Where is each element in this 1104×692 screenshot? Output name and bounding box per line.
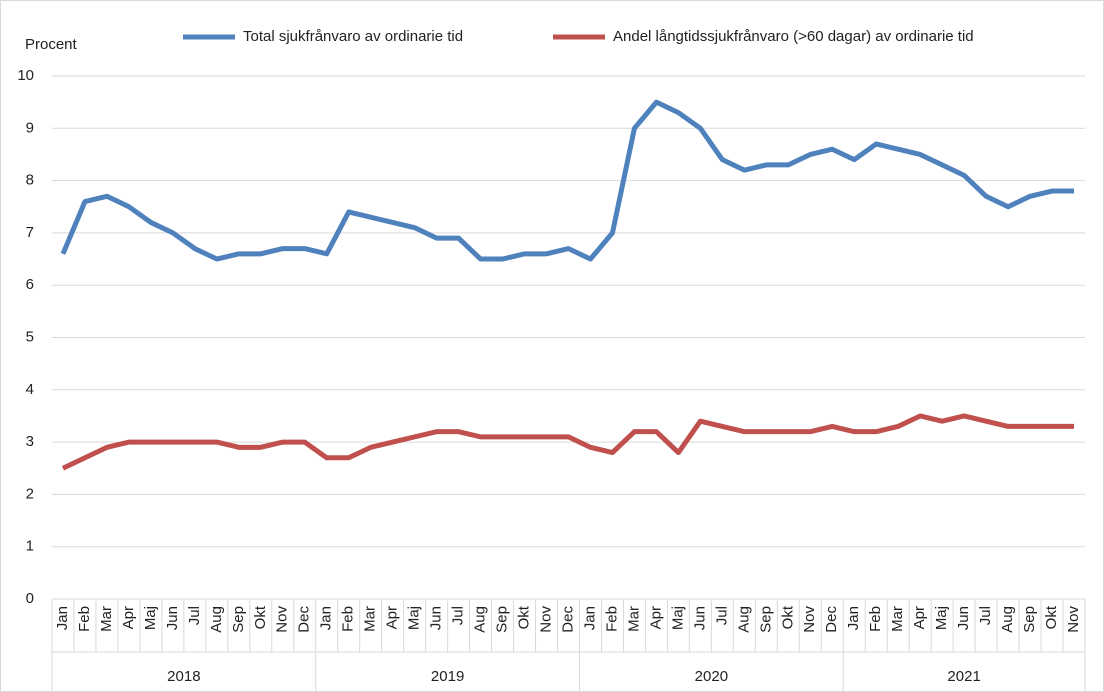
x-tick-label: Apr	[647, 606, 664, 629]
x-tick-label: Jul	[713, 606, 730, 625]
x-tick-label: Aug	[735, 606, 752, 633]
x-tick-label: Dec	[296, 606, 313, 633]
y-tick-label: 1	[26, 538, 34, 555]
x-tick-label: Maj	[669, 606, 686, 630]
x-tick-label: Apr	[120, 606, 137, 629]
group-label: 2018	[167, 668, 200, 685]
x-tick-label: Maj	[406, 606, 423, 630]
group-label: 2020	[695, 668, 728, 685]
x-tick-label: Mar	[98, 606, 115, 632]
x-tick-label: Aug	[208, 606, 225, 633]
y-tick-label: 7	[26, 224, 34, 241]
x-tick-label: Aug	[472, 606, 489, 633]
x-tick-label: Aug	[999, 606, 1016, 633]
y-tick-label: 8	[26, 172, 34, 189]
x-tick-label: Nov	[1065, 606, 1082, 633]
group-label: 2019	[431, 668, 464, 685]
x-tick-label: Sep	[230, 606, 247, 633]
x-tick-label: Nov	[801, 606, 818, 633]
x-tick-label: Jul	[450, 606, 467, 625]
x-tick-label: Okt	[779, 605, 796, 629]
data-line	[61, 413, 1075, 471]
x-tick-label: Jul	[186, 606, 203, 625]
y-tick-label: 5	[26, 328, 34, 345]
x-tick-label: Feb	[603, 606, 620, 632]
x-tick-label: Feb	[340, 606, 357, 632]
x-tick-label: Feb	[867, 606, 884, 632]
x-tick-label: Sep	[757, 606, 774, 633]
x-tick-label: Jun	[955, 606, 972, 630]
x-tick-label: Dec	[559, 606, 576, 633]
x-tick-label: Jul	[977, 606, 994, 625]
x-tick-label: Feb	[76, 606, 93, 632]
data-line	[60, 99, 1075, 262]
x-tick-label: Maj	[933, 606, 950, 630]
x-tick-label: Sep	[494, 606, 511, 633]
y-tick-label: 3	[26, 433, 34, 450]
y-tick-label: 0	[26, 590, 34, 607]
y-axis-label: Procent	[25, 36, 78, 53]
x-tick-label: Jun	[164, 606, 181, 630]
y-tick-label: 2	[26, 485, 34, 502]
x-tick-label: Mar	[625, 606, 642, 632]
x-tick-label: Jan	[318, 606, 335, 630]
x-tick-label: Dec	[823, 606, 840, 633]
x-tick-label: Okt	[516, 605, 533, 629]
y-tick-label: 9	[26, 119, 34, 136]
x-tick-label: Apr	[384, 606, 401, 629]
legend-label: Andel långtidssjukfrånvaro (>60 dagar) a…	[613, 28, 974, 45]
x-tick-label: Okt	[1043, 605, 1060, 629]
x-tick-label: Jun	[428, 606, 445, 630]
x-tick-label: Mar	[889, 606, 906, 632]
y-tick-label: 10	[17, 67, 34, 84]
x-tick-label: Jan	[581, 606, 598, 630]
x-tick-label: Nov	[274, 606, 291, 633]
x-tick-label: Nov	[537, 606, 554, 633]
x-tick-label: Jan	[845, 606, 862, 630]
x-tick-label: Mar	[362, 606, 379, 632]
x-tick-label: Okt	[252, 605, 269, 629]
x-tick-label: Maj	[142, 606, 159, 630]
y-tick-label: 4	[26, 381, 34, 398]
group-label: 2021	[947, 668, 980, 685]
legend-label: Total sjukfrånvaro av ordinarie tid	[243, 28, 463, 45]
x-tick-label: Jun	[691, 606, 708, 630]
x-tick-label: Sep	[1021, 606, 1038, 633]
x-tick-label: Jan	[54, 606, 71, 630]
x-tick-label: Apr	[911, 606, 928, 629]
y-tick-label: 6	[26, 276, 34, 293]
